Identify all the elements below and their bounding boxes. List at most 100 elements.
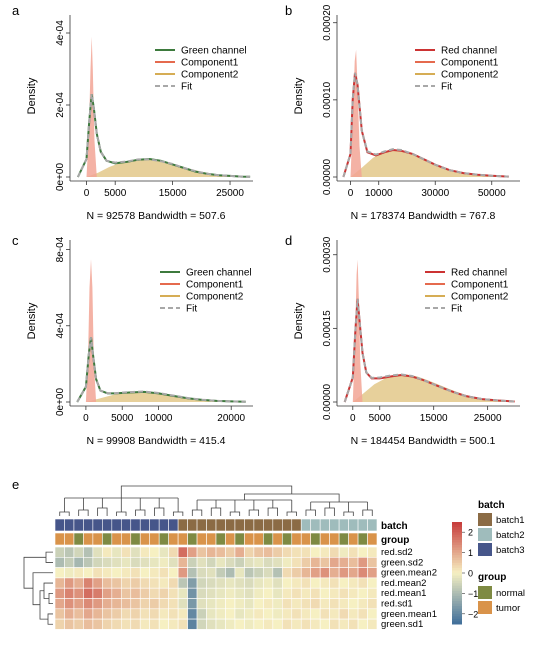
batch-cell — [338, 518, 349, 532]
heatmap-cell — [357, 598, 368, 610]
panel-letter: e — [12, 477, 19, 492]
heatmap-cell — [319, 618, 330, 630]
heatmap-cell — [367, 608, 378, 620]
y-tick-label: 0.00000 — [322, 383, 333, 420]
heatmap-cell — [196, 598, 207, 610]
heatmap-cell — [64, 567, 75, 579]
x-tick-label: 0 — [348, 188, 354, 199]
heatmap-cell — [83, 577, 94, 589]
heatmap-cell — [244, 587, 255, 599]
heatmap-cell — [319, 556, 330, 568]
heatmap-cell — [149, 577, 160, 589]
batch-cell — [64, 518, 75, 532]
heatmap-cell — [234, 546, 245, 558]
y-tick-label: 2e-04 — [55, 92, 66, 118]
legend-entry: Fit — [181, 82, 192, 93]
heatmap-cell — [54, 577, 65, 589]
heatmap-cell — [234, 577, 245, 589]
batch-cell — [187, 518, 198, 532]
heatmap-cell — [234, 618, 245, 630]
component1-area — [350, 49, 362, 178]
heatmap-cell — [83, 567, 94, 579]
heatmap-cell — [215, 546, 226, 558]
x-tick-label: 0 — [350, 413, 356, 424]
heatmap-cell — [196, 587, 207, 599]
heatmap-cell — [139, 608, 151, 620]
group-legend: group normal tumor — [478, 572, 525, 614]
heatmap-cell — [92, 567, 103, 579]
group-legend-label: normal — [496, 588, 525, 599]
heatmap-cell — [206, 567, 217, 579]
batch-cell — [111, 518, 122, 532]
batch-cell — [348, 518, 359, 532]
heatmap-cell — [187, 618, 198, 630]
batch-cell — [206, 518, 217, 532]
heatmap-cell — [338, 587, 349, 599]
heatmap-cell — [206, 618, 217, 630]
legend-entry: Fit — [186, 304, 197, 315]
heatmap-cell — [120, 598, 132, 610]
heatmap-cell — [73, 546, 84, 558]
component2-area — [85, 391, 246, 402]
heatmap-cell — [281, 556, 293, 568]
fit-line — [76, 337, 246, 403]
heatmap-cell — [130, 567, 141, 579]
heatmap-panel: ebatchgroupred.sd2green.sd2green.mean2re… — [12, 477, 525, 630]
group-swatch — [478, 601, 492, 614]
heatmap-cell — [357, 577, 368, 589]
group-cell — [329, 532, 340, 546]
batch-cell — [102, 518, 113, 532]
heatmap-cell — [338, 556, 349, 568]
batch-cell — [177, 518, 188, 532]
heatmap-cell — [206, 577, 217, 589]
heatmap-cell — [367, 587, 378, 599]
heatmap-cell — [263, 618, 274, 630]
group-cell — [348, 532, 359, 546]
heatmap-cell — [111, 546, 122, 558]
heatmap-cell — [291, 556, 302, 568]
heatmap-cell — [92, 618, 103, 630]
heatmap-cell — [187, 608, 198, 620]
x-tick-label: 10000 — [365, 188, 393, 199]
colorbar-tick-label: 1 — [468, 548, 473, 558]
heatmap-cell — [73, 587, 84, 599]
heatmap-cell — [291, 587, 302, 599]
channel-density-line — [342, 72, 509, 178]
heatmap-cell — [348, 587, 359, 599]
heatmap-cell — [158, 587, 169, 599]
heatmap-cell — [196, 577, 207, 589]
heatmap-cell — [300, 546, 312, 558]
heatmap-cell — [54, 587, 65, 599]
x-tick-label: 0 — [83, 413, 89, 424]
heatmap-cell — [64, 618, 75, 630]
heatmap-cell — [130, 577, 141, 589]
heatmap-cell — [263, 567, 274, 579]
heatmap-cell — [168, 546, 179, 558]
heatmap-cell — [196, 556, 207, 568]
heatmap-cell — [177, 618, 188, 630]
group-cell — [54, 532, 65, 546]
heatmap-cell — [338, 598, 349, 610]
heatmap-row-label: green.sd2 — [381, 557, 423, 568]
group-cell — [177, 532, 188, 546]
heatmap-cell — [272, 577, 283, 589]
heatmap-cell — [102, 556, 113, 568]
heatmap-cell — [319, 587, 330, 599]
group-legend-label: tumor — [496, 603, 520, 614]
heatmap-cell — [263, 608, 274, 620]
heatmap-cell — [187, 587, 198, 599]
heatmap-cell — [338, 608, 349, 620]
heatmap-cell — [83, 546, 94, 558]
heatmap-cell — [329, 608, 340, 620]
legend-entry: Red channel — [451, 268, 507, 279]
heatmap-cell — [120, 577, 132, 589]
y-tick-label: 0.00015 — [322, 310, 333, 347]
y-tick-label: 0e+00 — [55, 388, 66, 417]
heatmap-cell — [357, 587, 368, 599]
heatmap-cell — [168, 598, 179, 610]
density-panel-b: b 0 10000 30000 50000 0.00000 0.00010 0.00020 De… — [285, 3, 520, 222]
heatmap-cell — [272, 618, 283, 630]
heatmap-cell — [64, 598, 75, 610]
